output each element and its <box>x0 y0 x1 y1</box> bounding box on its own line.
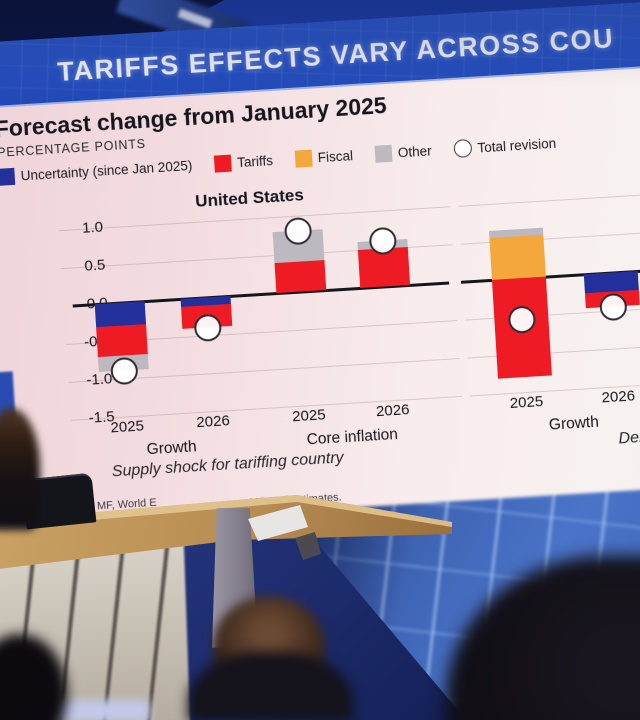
legend-item: Total revision <box>452 134 557 158</box>
banner-title: TARIFFS EFFECTS VARY ACROSS COU <box>56 23 615 87</box>
legend-label: Other <box>397 142 433 160</box>
gridline <box>467 343 640 359</box>
total-revision-marker <box>193 313 222 343</box>
chart-title-united-states: United States <box>194 185 305 211</box>
bar-segment-tariffs <box>96 323 148 358</box>
y-tick-label: -1.0 <box>85 370 113 389</box>
year-label: 2026 <box>601 387 636 407</box>
group-label: Core inflation <box>306 425 399 449</box>
year-label: 2025 <box>110 417 145 437</box>
legend-item: Other <box>374 142 433 163</box>
legend-item: Uncertainty (since Jan 2025) <box>0 156 193 186</box>
bar-segment-tariffs <box>274 259 327 294</box>
year-label: 2025 <box>509 393 544 413</box>
bar-segment-fiscal <box>489 234 546 280</box>
audience-shoulders-center <box>188 652 353 720</box>
legend-swatch-uncertainty <box>0 167 16 186</box>
legend-swatch-total-revision-circle <box>452 138 473 158</box>
legend-swatch-fiscal <box>294 149 313 168</box>
legend-item: Tariffs <box>213 152 274 173</box>
year-label: 2026 <box>375 401 410 421</box>
legend-swatch-other <box>374 144 393 163</box>
gridline <box>460 229 640 245</box>
chart-title-partial: Ch <box>606 175 640 202</box>
total-revision-marker <box>598 292 628 322</box>
legend-label: Fiscal <box>317 147 354 165</box>
year-label: 2026 <box>195 412 231 432</box>
legend-label: Total revision <box>477 135 557 156</box>
legend-label: Uncertainty (since Jan 2025) <box>20 157 193 183</box>
total-revision-marker <box>109 356 139 386</box>
legend-item: Fiscal <box>294 147 353 168</box>
year-label: 2025 <box>291 406 327 426</box>
gridline <box>59 206 451 232</box>
legend-label: Tariffs <box>236 152 274 170</box>
bar-segment-uncertainty <box>94 301 146 327</box>
legend-swatch-tariffs <box>213 154 232 173</box>
y-tick-label: 0.5 <box>83 256 106 275</box>
y-tick-label: 1.0 <box>81 218 104 237</box>
